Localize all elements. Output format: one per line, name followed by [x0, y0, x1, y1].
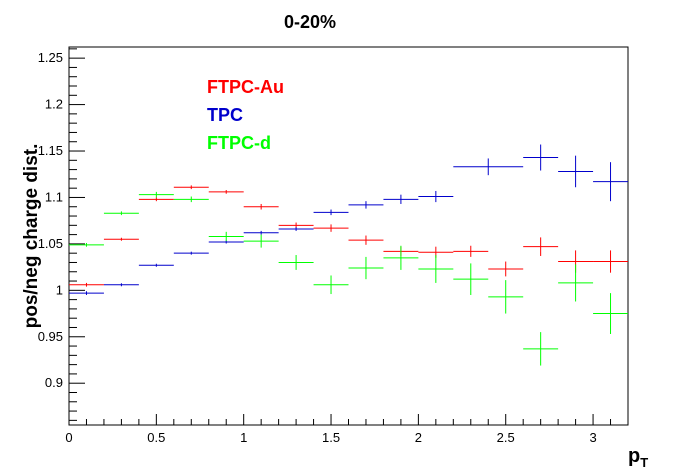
- data-point: [138, 197, 174, 202]
- legend-entry: TPC: [207, 105, 243, 125]
- x-tick-label: 1.5: [322, 430, 340, 445]
- y-tick-label: 1.15: [38, 143, 63, 158]
- data-point: [103, 237, 139, 241]
- series-layer: [69, 144, 628, 366]
- y-axis-label: pos/neg charge dist.: [21, 144, 42, 329]
- y-tick-label: 1.1: [45, 189, 63, 204]
- data-point: [453, 158, 524, 176]
- x-tick-label: 3: [589, 430, 596, 445]
- y-tick-label: 1: [56, 282, 63, 297]
- x-tick-label: 0: [65, 430, 72, 445]
- data-point: [593, 250, 628, 273]
- data-point: [593, 293, 628, 334]
- x-axis-label-subscript: T: [640, 455, 648, 470]
- data-point: [138, 263, 174, 267]
- data-point: [348, 201, 384, 209]
- data-point: [103, 211, 139, 216]
- y-tick-label: 0.95: [38, 329, 63, 344]
- data-point: [313, 275, 349, 295]
- series-ftpc-d: [69, 191, 628, 366]
- data-point: [173, 251, 209, 255]
- x-tick-label: 2.5: [497, 430, 515, 445]
- data-point: [313, 224, 349, 232]
- data-point: [208, 231, 244, 242]
- y-tick-label: 1.25: [38, 50, 63, 65]
- data-point: [418, 190, 454, 203]
- chart-title: 0-20%: [284, 12, 336, 32]
- data-point: [593, 162, 628, 202]
- axes: 0 0.5 1 1.5 2 2.5 3 0.9 0.95 1 1.05 1.1 1.15 1.2 1.25: [38, 48, 629, 445]
- y-tick-label: 1.2: [45, 97, 63, 112]
- x-tick-label: 0.5: [147, 430, 165, 445]
- data-point: [173, 185, 209, 190]
- data-point: [243, 230, 279, 235]
- data-point: [243, 203, 279, 210]
- legend-entry: FTPC-d: [207, 133, 271, 153]
- y-tick-label: 1.05: [38, 236, 63, 251]
- data-point: [138, 191, 174, 198]
- series-tpc: [69, 144, 628, 295]
- data-point: [558, 155, 594, 188]
- data-point: [523, 144, 559, 171]
- data-point: [523, 237, 559, 256]
- data-point: [348, 235, 384, 245]
- data-point: [278, 255, 314, 270]
- data-point: [278, 227, 314, 231]
- data-point: [453, 263, 489, 295]
- legend: FTPC-Au TPC FTPC-d: [207, 77, 284, 153]
- data-point: [348, 256, 384, 280]
- data-point: [383, 194, 419, 204]
- data-point: [558, 264, 594, 302]
- y-tick-label: 0.9: [45, 375, 63, 390]
- data-point: [69, 242, 104, 247]
- x-axis-label: pT: [628, 445, 648, 470]
- legend-entry: FTPC-Au: [207, 77, 284, 97]
- data-point: [488, 261, 524, 277]
- x-tick-label: 2: [415, 430, 422, 445]
- data-point: [208, 190, 244, 194]
- x-tick-label: 1: [240, 430, 247, 445]
- data-point: [69, 282, 104, 287]
- data-point: [173, 196, 209, 203]
- data-point: [383, 245, 419, 270]
- data-point: [453, 245, 489, 257]
- data-point: [418, 255, 454, 283]
- data-point: [243, 234, 279, 248]
- data-point: [313, 209, 349, 216]
- data-point: [103, 283, 139, 287]
- data-point: [523, 332, 559, 366]
- x-axis-label-main: p: [628, 445, 640, 467]
- data-point: [488, 280, 524, 314]
- data-point: [69, 291, 104, 295]
